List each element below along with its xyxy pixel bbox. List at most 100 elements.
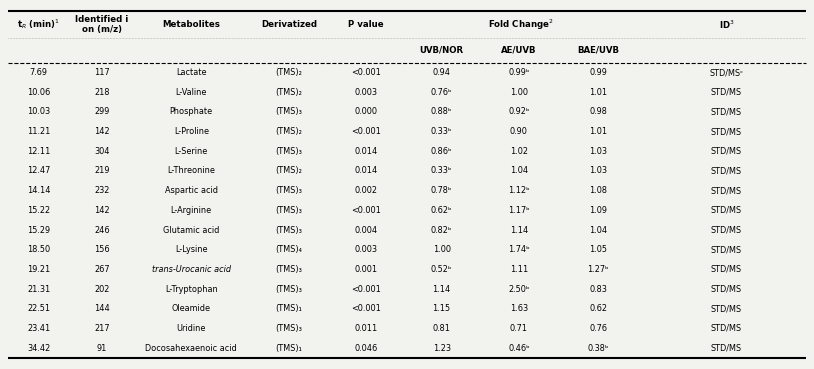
Text: L-Threonine: L-Threonine bbox=[168, 166, 215, 176]
Text: 0.76: 0.76 bbox=[589, 324, 607, 333]
Text: (TMS)₄: (TMS)₄ bbox=[275, 245, 303, 254]
Text: 1.63: 1.63 bbox=[510, 304, 528, 313]
Text: 1.04: 1.04 bbox=[510, 166, 528, 176]
Text: STD/MS: STD/MS bbox=[711, 225, 742, 235]
Text: 0.82ᵇ: 0.82ᵇ bbox=[431, 225, 453, 235]
Text: 1.14: 1.14 bbox=[432, 284, 451, 294]
Text: 91: 91 bbox=[97, 344, 107, 353]
Text: (TMS)₂: (TMS)₂ bbox=[275, 166, 303, 176]
Text: STD/MS: STD/MS bbox=[711, 206, 742, 215]
Text: L-Serine: L-Serine bbox=[175, 147, 208, 156]
Text: Glutamic acid: Glutamic acid bbox=[163, 225, 220, 235]
Text: 246: 246 bbox=[94, 225, 110, 235]
Text: 1.17ᵇ: 1.17ᵇ bbox=[508, 206, 530, 215]
Text: 232: 232 bbox=[94, 186, 109, 195]
Text: 0.52ᵇ: 0.52ᵇ bbox=[431, 265, 453, 274]
Text: AE/UVB: AE/UVB bbox=[501, 46, 536, 55]
Text: 1.03: 1.03 bbox=[589, 166, 607, 176]
Text: 0.003: 0.003 bbox=[355, 88, 378, 97]
Text: 0.003: 0.003 bbox=[355, 245, 378, 254]
Text: 1.27ᵇ: 1.27ᵇ bbox=[588, 265, 609, 274]
Text: L-Tryptophan: L-Tryptophan bbox=[165, 284, 217, 294]
Text: 1.12ᵇ: 1.12ᵇ bbox=[508, 186, 530, 195]
Text: STD/MSᶜ: STD/MSᶜ bbox=[710, 68, 743, 77]
Text: 117: 117 bbox=[94, 68, 110, 77]
Text: 1.03: 1.03 bbox=[589, 147, 607, 156]
Text: 1.23: 1.23 bbox=[432, 344, 451, 353]
Text: 0.99: 0.99 bbox=[589, 68, 607, 77]
Text: 0.90: 0.90 bbox=[510, 127, 527, 136]
Text: 22.51: 22.51 bbox=[27, 304, 50, 313]
Text: 142: 142 bbox=[94, 206, 110, 215]
Text: 12.47: 12.47 bbox=[27, 166, 50, 176]
Text: BAE/UVB: BAE/UVB bbox=[577, 46, 619, 55]
Text: 0.71: 0.71 bbox=[510, 324, 528, 333]
Text: STD/MS: STD/MS bbox=[711, 88, 742, 97]
Text: STD/MS: STD/MS bbox=[711, 284, 742, 294]
Text: 12.11: 12.11 bbox=[27, 147, 50, 156]
Text: L-Valine: L-Valine bbox=[176, 88, 207, 97]
Text: 1.08: 1.08 bbox=[589, 186, 607, 195]
Text: 0.86ᵇ: 0.86ᵇ bbox=[431, 147, 453, 156]
Text: 142: 142 bbox=[94, 127, 110, 136]
Text: Derivatized: Derivatized bbox=[261, 20, 317, 29]
Text: 0.62: 0.62 bbox=[589, 304, 607, 313]
Text: STD/MS: STD/MS bbox=[711, 166, 742, 176]
Text: 0.33ᵇ: 0.33ᵇ bbox=[431, 127, 453, 136]
Text: 0.046: 0.046 bbox=[355, 344, 378, 353]
Text: 34.42: 34.42 bbox=[27, 344, 50, 353]
Text: (TMS)₃: (TMS)₃ bbox=[275, 324, 303, 333]
Text: <0.001: <0.001 bbox=[352, 68, 381, 77]
Text: STD/MS: STD/MS bbox=[711, 147, 742, 156]
Text: 0.81: 0.81 bbox=[432, 324, 451, 333]
Text: (TMS)₂: (TMS)₂ bbox=[275, 68, 303, 77]
Text: 0.98: 0.98 bbox=[589, 107, 607, 117]
Text: <0.001: <0.001 bbox=[352, 206, 381, 215]
Text: Metabolites: Metabolites bbox=[162, 20, 221, 29]
Text: 299: 299 bbox=[94, 107, 109, 117]
Text: <0.001: <0.001 bbox=[352, 127, 381, 136]
Text: (TMS)₁: (TMS)₁ bbox=[275, 304, 303, 313]
Text: 0.62ᵇ: 0.62ᵇ bbox=[431, 206, 453, 215]
Text: 23.41: 23.41 bbox=[27, 324, 50, 333]
Text: trans-Urocanic acid: trans-Urocanic acid bbox=[151, 265, 231, 274]
Text: 1.02: 1.02 bbox=[510, 147, 528, 156]
Text: 0.001: 0.001 bbox=[355, 265, 378, 274]
Text: 1.05: 1.05 bbox=[589, 245, 607, 254]
Text: 0.014: 0.014 bbox=[355, 166, 378, 176]
Text: 15.22: 15.22 bbox=[27, 206, 50, 215]
Text: (TMS)₃: (TMS)₃ bbox=[275, 107, 303, 117]
Text: P value: P value bbox=[348, 20, 384, 29]
Text: t$_R$ (min)$^1$: t$_R$ (min)$^1$ bbox=[17, 18, 60, 31]
Text: 0.004: 0.004 bbox=[355, 225, 378, 235]
Text: 0.76ᵇ: 0.76ᵇ bbox=[431, 88, 453, 97]
Text: 219: 219 bbox=[94, 166, 110, 176]
Text: STD/MS: STD/MS bbox=[711, 265, 742, 274]
Text: 10.03: 10.03 bbox=[27, 107, 50, 117]
Text: Fold Change$^2$: Fold Change$^2$ bbox=[488, 17, 554, 32]
Text: Lactate: Lactate bbox=[176, 68, 207, 77]
Text: 267: 267 bbox=[94, 265, 110, 274]
Text: 217: 217 bbox=[94, 324, 110, 333]
Text: (TMS)₃: (TMS)₃ bbox=[275, 225, 303, 235]
Text: 2.50ᵇ: 2.50ᵇ bbox=[508, 284, 530, 294]
Text: 11.21: 11.21 bbox=[27, 127, 50, 136]
Text: 202: 202 bbox=[94, 284, 109, 294]
Text: 218: 218 bbox=[94, 88, 110, 97]
Text: 1.01: 1.01 bbox=[589, 88, 607, 97]
Text: L-Proline: L-Proline bbox=[174, 127, 208, 136]
Text: (TMS)₃: (TMS)₃ bbox=[275, 186, 303, 195]
Text: STD/MS: STD/MS bbox=[711, 107, 742, 117]
Text: 0.78ᵇ: 0.78ᵇ bbox=[431, 186, 453, 195]
Text: 304: 304 bbox=[94, 147, 110, 156]
Text: ID$^3$: ID$^3$ bbox=[719, 18, 734, 31]
Text: 1.15: 1.15 bbox=[432, 304, 451, 313]
Text: L-Arginine: L-Arginine bbox=[171, 206, 212, 215]
Text: 0.000: 0.000 bbox=[355, 107, 378, 117]
Text: STD/MS: STD/MS bbox=[711, 344, 742, 353]
Text: 7.69: 7.69 bbox=[29, 68, 48, 77]
Text: <0.001: <0.001 bbox=[352, 284, 381, 294]
Text: (TMS)₃: (TMS)₃ bbox=[275, 206, 303, 215]
Text: (TMS)₁: (TMS)₁ bbox=[275, 344, 303, 353]
Text: (TMS)₂: (TMS)₂ bbox=[275, 88, 303, 97]
